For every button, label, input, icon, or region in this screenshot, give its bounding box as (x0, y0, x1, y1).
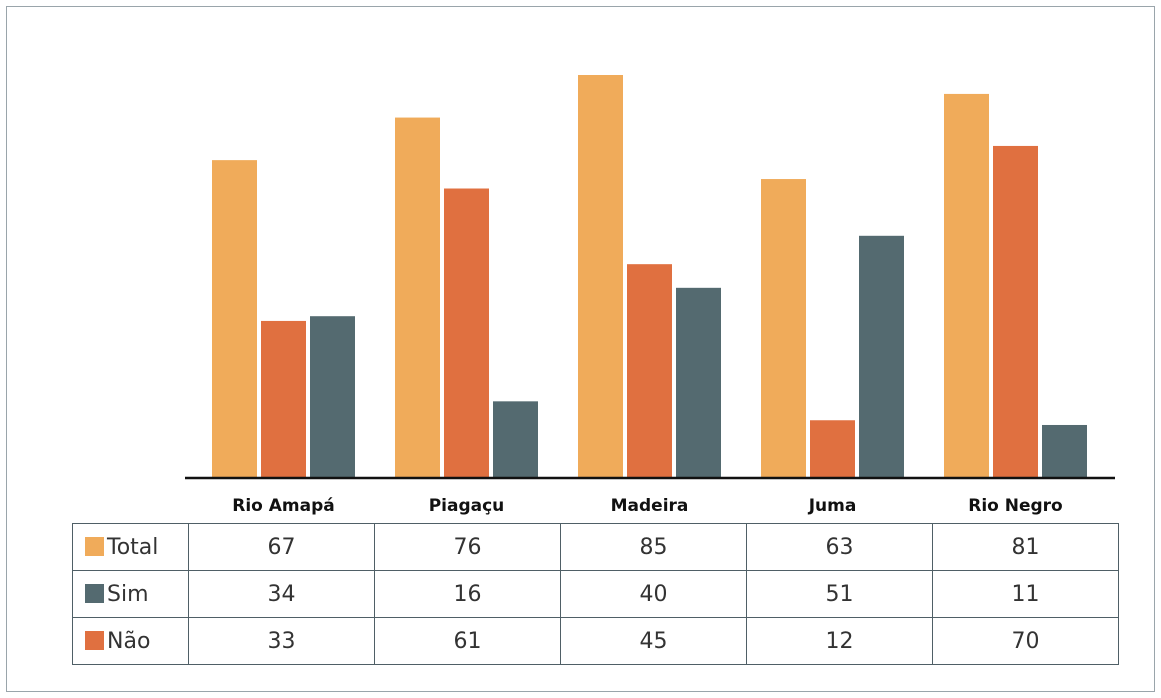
table-cell-total-rio-negro: 81 (932, 523, 1119, 571)
series-cell-total: Total (72, 523, 189, 571)
bar-piagacu-sim (493, 401, 538, 477)
category-label-rio-negro: Rio Negro (968, 496, 1063, 516)
series-label-total: Total (107, 534, 159, 560)
table-cell-nao-juma: 12 (746, 617, 933, 665)
data-table: Total 67 76 85 63 81 Sim 34 16 40 51 11 Não 33 61 45 12 7… (72, 523, 1119, 665)
table-row-sim: Sim 34 16 40 51 11 (72, 570, 1119, 618)
series-cell-sim: Sim (72, 570, 189, 618)
category-label-piagacu: Piagaçu (429, 496, 505, 516)
bar-rio-amapa-nao (261, 320, 306, 477)
bar-juma-sim (859, 235, 904, 477)
bar-rio-negro-total (944, 93, 989, 477)
bar-juma-nao (810, 420, 855, 477)
table-cell-nao-madeira: 45 (560, 617, 747, 665)
series-label-sim: Sim (107, 581, 149, 607)
table-cell-total-madeira: 85 (560, 523, 747, 571)
bar-piagacu-total (395, 117, 440, 478)
bar-madeira-nao (627, 264, 672, 477)
bar-piagacu-nao (444, 188, 489, 477)
table-cell-nao-rio-amapa: 33 (188, 617, 375, 665)
legend-swatch-total (85, 536, 104, 556)
series-cell-nao: Não (72, 617, 189, 665)
table-cell-total-juma: 63 (746, 523, 933, 571)
category-labels: Rio Amapá Piagaçu Madeira Juma Rio Negro (232, 496, 1063, 516)
bar-madeira-sim (676, 287, 721, 477)
table-cell-nao-rio-negro: 70 (932, 617, 1119, 665)
category-label-juma: Juma (808, 496, 857, 516)
bar-chart: Rio Amapá Piagaçu Madeira Juma Rio Negro (185, 75, 1115, 516)
bar-rio-amapa-sim (310, 316, 355, 477)
table-cell-sim-piagacu: 16 (374, 570, 561, 618)
chart-frame (6, 6, 1155, 692)
legend-swatch-nao (85, 630, 104, 650)
series-label-nao: Não (107, 628, 151, 654)
bar-juma-total (761, 179, 806, 477)
table-cell-total-piagacu: 76 (374, 523, 561, 571)
table-cell-sim-rio-negro: 11 (932, 570, 1119, 618)
table-cell-sim-madeira: 40 (560, 570, 747, 618)
table-row-total: Total 67 76 85 63 81 (72, 523, 1119, 571)
bar-rio-negro-sim (1042, 424, 1087, 477)
bar-madeira-total (578, 75, 623, 477)
table-row-nao: Não 33 61 45 12 70 (72, 617, 1119, 665)
table-cell-sim-juma: 51 (746, 570, 933, 618)
table-cell-sim-rio-amapa: 34 (188, 570, 375, 618)
table-cell-nao-piagacu: 61 (374, 617, 561, 665)
bars-group (212, 75, 1087, 478)
bar-rio-amapa-total (212, 160, 257, 478)
category-label-rio-amapa: Rio Amapá (232, 496, 335, 516)
table-cell-total-rio-amapa: 67 (188, 523, 375, 571)
legend-swatch-sim (85, 583, 104, 603)
bar-rio-negro-nao (993, 145, 1038, 478)
category-label-madeira: Madeira (611, 496, 689, 516)
